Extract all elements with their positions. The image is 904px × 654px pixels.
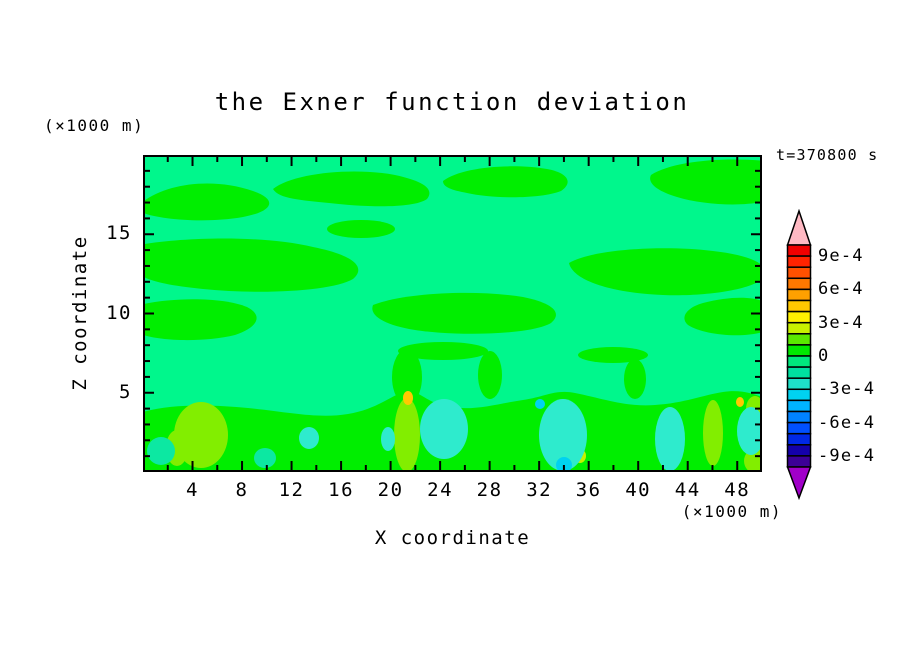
colorbar-arrow-low bbox=[786, 466, 812, 501]
colorbar-cell bbox=[786, 388, 812, 402]
colorbar-cell bbox=[786, 455, 812, 468]
colorbar-label-3e-4: 3e-4 bbox=[818, 312, 864, 333]
x-axis-label: X coordinate bbox=[374, 527, 531, 549]
x-tick-label-8: 8 bbox=[235, 479, 249, 501]
contour-patches bbox=[143, 159, 762, 472]
colorbar-label--3e-4: -3e-4 bbox=[818, 379, 876, 400]
contour-plot bbox=[143, 155, 762, 472]
plot-title: the Exner function deviation bbox=[214, 88, 690, 116]
contour-patch-green bbox=[569, 248, 762, 296]
x-tick-label-32: 32 bbox=[526, 479, 553, 501]
contour-patch-turquoise bbox=[655, 407, 685, 471]
contour-patch-green bbox=[143, 183, 270, 221]
contour-patch-green bbox=[578, 347, 648, 363]
contour-patch-gold bbox=[403, 391, 413, 405]
colorbar-cell bbox=[786, 432, 812, 446]
y-tick-label-10: 10 bbox=[106, 301, 132, 324]
x-tick-label-4: 4 bbox=[186, 479, 199, 501]
colorbar-label-6e-4: 6e-4 bbox=[818, 279, 864, 300]
colorbar-cell bbox=[786, 377, 812, 391]
colorbar-cell bbox=[786, 299, 812, 313]
colorbar-cell bbox=[786, 266, 812, 280]
contour-patch-gold bbox=[736, 397, 744, 407]
y-tick-label-5: 5 bbox=[119, 380, 132, 403]
contour-patch-green bbox=[143, 238, 359, 292]
contour-patch-turquoise bbox=[737, 407, 762, 455]
contour-patch-mspring bbox=[254, 448, 276, 468]
contour-patch-turquoise bbox=[420, 399, 468, 459]
contour-patch-chartreuse bbox=[394, 398, 420, 472]
contour-patch-green bbox=[327, 220, 395, 238]
colorbar-label--9e-4: -9e-4 bbox=[818, 445, 876, 466]
plot-border bbox=[143, 155, 762, 472]
contour-patch-green bbox=[684, 297, 762, 336]
x-axis-unit: (×1000 m) bbox=[681, 502, 782, 521]
contour-patch-green bbox=[273, 171, 430, 207]
contour-patch-green bbox=[650, 159, 762, 205]
contour-patch-chartreuse bbox=[703, 400, 723, 466]
time-label: t=370800 s bbox=[776, 146, 879, 164]
colorbar-cell bbox=[786, 321, 812, 335]
colorbar-cell bbox=[786, 255, 812, 268]
colorbar-cell bbox=[786, 344, 812, 357]
x-tick-label-28: 28 bbox=[476, 479, 503, 501]
colorbar-cell bbox=[786, 444, 812, 457]
colorbar-cell bbox=[786, 277, 812, 291]
contour-patch-green bbox=[624, 359, 646, 399]
colorbar-label-9e-4: 9e-4 bbox=[818, 246, 864, 267]
y-axis-unit: (×1000 m) bbox=[44, 116, 145, 135]
contour-patch-mspring bbox=[147, 437, 175, 465]
y-tick-label-15: 15 bbox=[106, 222, 132, 245]
y-axis-label: Z coordinate bbox=[69, 235, 91, 391]
colorbar-cell bbox=[786, 310, 812, 324]
colorbar-arrow-high bbox=[786, 209, 812, 246]
colorbar-cell bbox=[786, 244, 812, 257]
contour-patch-green bbox=[478, 351, 502, 399]
contour-patch-green bbox=[443, 166, 568, 198]
colorbar bbox=[786, 209, 812, 501]
colorbar-cell bbox=[786, 288, 812, 302]
colorbar-cell bbox=[786, 399, 812, 413]
contour-patch-cyan bbox=[556, 457, 572, 472]
contour-patch-turquoise bbox=[381, 427, 395, 451]
x-tick-label-24: 24 bbox=[427, 479, 454, 501]
colorbar-cell bbox=[786, 421, 812, 435]
x-tick-label-48: 48 bbox=[724, 479, 751, 501]
colorbar-label-0: 0 bbox=[818, 346, 830, 366]
colorbar-cell bbox=[786, 410, 812, 424]
contour-patch-turquoise bbox=[299, 427, 319, 449]
colorbar-label--6e-4: -6e-4 bbox=[818, 412, 876, 433]
colorbar-cell bbox=[786, 333, 812, 346]
contour-patch-green bbox=[398, 342, 488, 360]
contour-patch-green bbox=[372, 292, 556, 334]
colorbar-cell bbox=[786, 355, 812, 368]
contour-patch-green bbox=[143, 299, 257, 341]
x-tick-label-20: 20 bbox=[377, 479, 404, 501]
contour-patch-cyan bbox=[535, 399, 545, 409]
x-tick-label-36: 36 bbox=[575, 479, 602, 501]
contour-patch-turquoise bbox=[539, 399, 587, 471]
axis-ticks bbox=[145, 157, 760, 470]
colorbar-cell bbox=[786, 366, 812, 379]
contour-patch-green bbox=[392, 349, 422, 405]
x-tick-label-44: 44 bbox=[674, 479, 701, 501]
x-tick-label-40: 40 bbox=[625, 479, 652, 501]
x-tick-label-16: 16 bbox=[328, 479, 355, 501]
x-tick-label-12: 12 bbox=[278, 479, 305, 501]
